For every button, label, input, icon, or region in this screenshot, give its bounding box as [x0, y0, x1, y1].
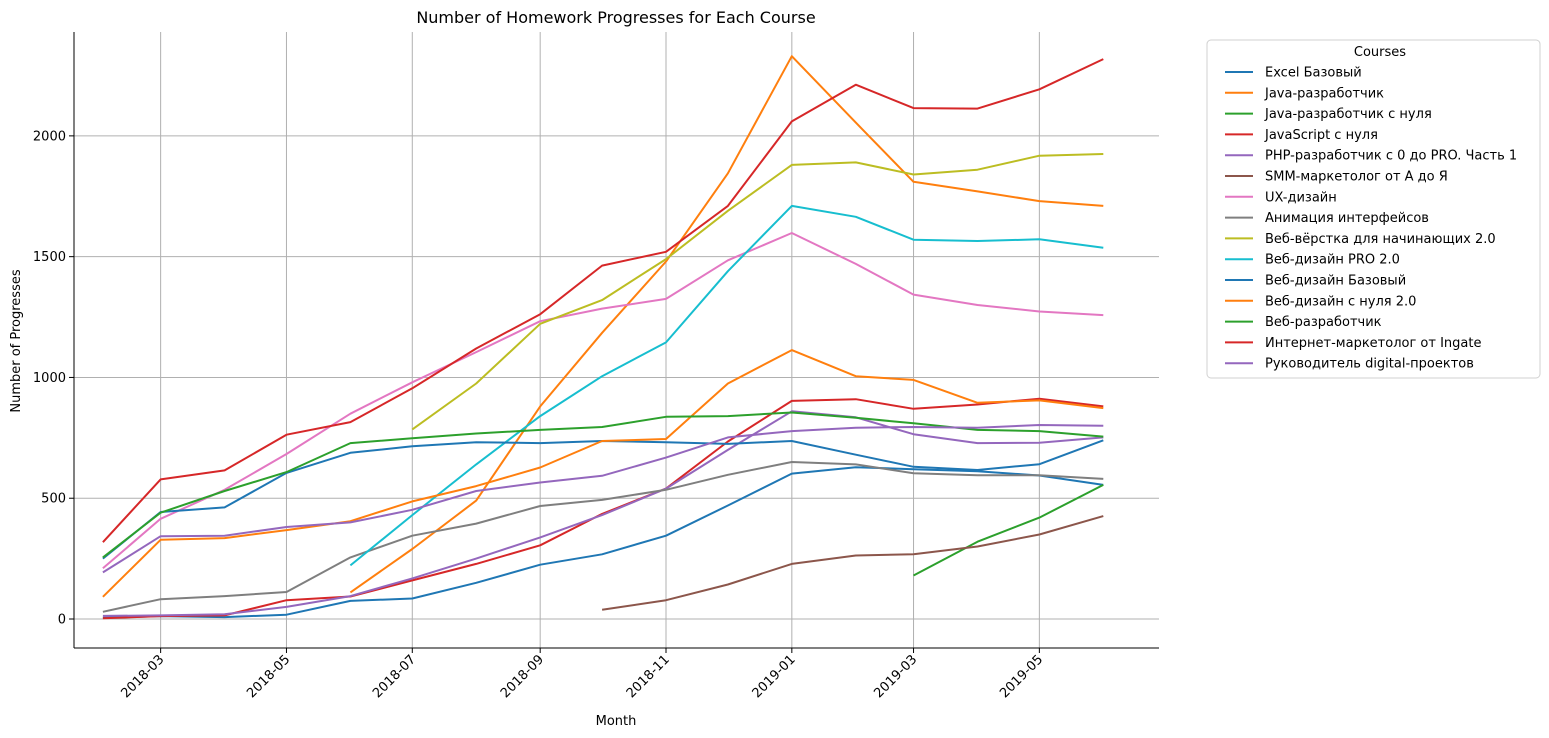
series-line — [102, 397, 1104, 620]
legend-label: Веб-дизайн Базовый — [1265, 274, 1406, 289]
legend-label: Java-разработчик с нуля — [1264, 107, 1432, 122]
x-tick-label: 2018-03 — [118, 652, 167, 701]
legend-frame — [1206, 39, 1541, 379]
y-tick-label: 1500 — [33, 250, 66, 265]
series-line — [102, 466, 1104, 619]
x-tick-label: 2018-11 — [624, 652, 673, 701]
series-line — [102, 58, 1104, 543]
series-line — [349, 204, 1104, 567]
x-axis-label: Month — [596, 714, 637, 729]
y-tick-label: 0 — [58, 613, 66, 628]
series-line — [102, 232, 1104, 570]
grid — [74, 32, 1159, 648]
legend-label: Интернет-маркетолог от Ingate — [1265, 336, 1481, 351]
y-tick-label: 500 — [41, 492, 66, 507]
series-line — [349, 55, 1104, 594]
series-line — [411, 153, 1104, 431]
legend: Courses Excel Базовый Java-разработчик Jav… — [1206, 39, 1541, 379]
series-lines — [102, 55, 1104, 620]
legend-label: Анимация интерфейсов — [1265, 211, 1429, 226]
x-tick-label: 2019-03 — [871, 652, 920, 701]
x-tick-label: 2018-07 — [370, 652, 419, 701]
series-line — [913, 484, 1104, 577]
legend-label: Excel Базовый — [1265, 66, 1362, 81]
legend-label: Руководитель digital-проектов — [1265, 357, 1474, 372]
legend-label: PHP-разработчик с 0 до PRO. Часть 1 — [1265, 149, 1517, 164]
axes — [73, 32, 1159, 649]
legend-label: Веб-вёрстка для начинающих 2.0 — [1265, 232, 1496, 247]
y-axis-label: Number of Progresses — [9, 269, 24, 412]
legend-label: JavaScript с нуля — [1264, 128, 1378, 143]
legend-title: Courses — [1354, 45, 1406, 60]
series-line — [601, 515, 1104, 611]
x-ticks: 2018-03 2018-05 2018-07 2018-09 2018-11 2019-… — [118, 648, 1046, 701]
legend-label: SMM-маркетолог от А до Я — [1265, 170, 1448, 185]
y-tick-label: 1000 — [33, 371, 66, 386]
series-line — [102, 424, 1104, 574]
legend-label: Веб-разработчик — [1265, 315, 1382, 330]
series-line — [102, 410, 1104, 617]
legend-items: Excel Базовый Java-разработчик Java-разраб… — [1225, 66, 1517, 372]
series-line — [102, 461, 1104, 613]
legend-label: Java-разработчик — [1264, 86, 1384, 101]
series-line — [102, 411, 1104, 559]
x-tick-label: 2019-05 — [997, 652, 1046, 701]
x-tick-label: 2018-05 — [244, 652, 293, 701]
legend-label: Веб-дизайн с нуля 2.0 — [1265, 294, 1416, 309]
x-tick-label: 2019-01 — [750, 652, 799, 701]
series-line — [102, 349, 1104, 598]
y-ticks: 0 500 1000 1500 2000 — [33, 129, 74, 628]
x-tick-label: 2018-09 — [498, 652, 547, 701]
legend-label: UX-дизайн — [1265, 190, 1337, 205]
y-tick-label: 2000 — [33, 129, 66, 144]
chart-title: Number of Homework Progresses for Each C… — [416, 8, 815, 27]
legend-label: Веб-дизайн PRO 2.0 — [1265, 253, 1400, 268]
